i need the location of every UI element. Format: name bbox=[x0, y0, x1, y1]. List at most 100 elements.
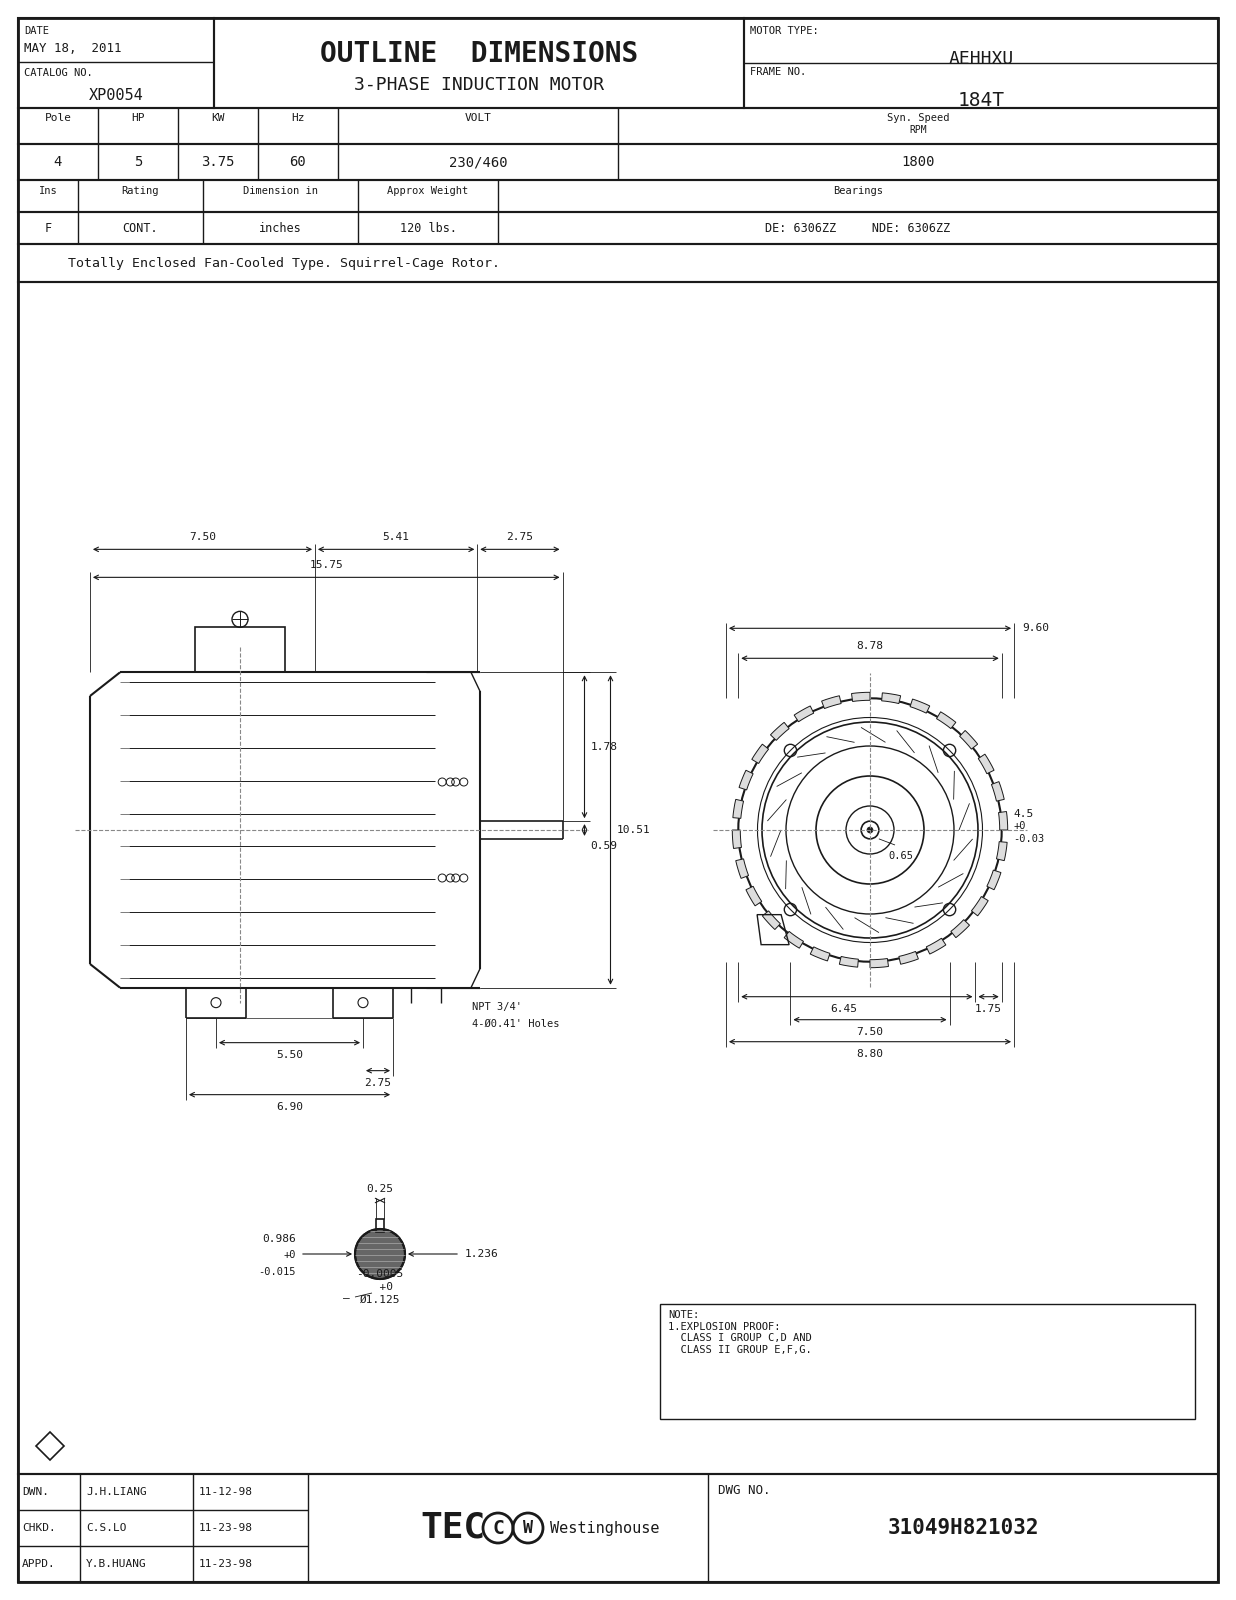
Text: 2.75: 2.75 bbox=[365, 1078, 392, 1088]
Text: 60: 60 bbox=[289, 155, 307, 170]
Text: Dimension in: Dimension in bbox=[243, 186, 318, 195]
Text: CONT.: CONT. bbox=[122, 221, 158, 235]
Wedge shape bbox=[852, 693, 870, 701]
Wedge shape bbox=[950, 920, 969, 938]
Text: DWN.: DWN. bbox=[22, 1486, 49, 1498]
Text: 0.986: 0.986 bbox=[262, 1234, 295, 1245]
Wedge shape bbox=[751, 744, 769, 763]
Text: 4-Ø0.41' Holes: 4-Ø0.41' Holes bbox=[472, 1019, 560, 1029]
Text: Y.B.HUANG: Y.B.HUANG bbox=[87, 1558, 147, 1570]
Wedge shape bbox=[770, 722, 789, 741]
Bar bbox=[744, 18, 1217, 109]
Text: 184T: 184T bbox=[958, 91, 1005, 110]
Wedge shape bbox=[784, 931, 803, 949]
Bar bbox=[195, 627, 286, 672]
Text: KW: KW bbox=[211, 114, 225, 123]
Text: 1.78: 1.78 bbox=[591, 742, 618, 752]
Text: 4: 4 bbox=[54, 155, 62, 170]
Text: 9.60: 9.60 bbox=[1022, 624, 1049, 634]
Wedge shape bbox=[763, 910, 780, 930]
Text: —: — bbox=[344, 1293, 350, 1302]
Text: MOTOR TYPE:: MOTOR TYPE: bbox=[750, 26, 818, 35]
Text: 0.25: 0.25 bbox=[367, 1184, 393, 1194]
Text: 1800: 1800 bbox=[901, 155, 934, 170]
Text: HP: HP bbox=[131, 114, 145, 123]
Wedge shape bbox=[822, 696, 842, 709]
Text: NPT 3/4': NPT 3/4' bbox=[472, 1002, 523, 1011]
Wedge shape bbox=[991, 782, 1004, 802]
Text: 230/460: 230/460 bbox=[449, 155, 507, 170]
Text: CATALOG NO.: CATALOG NO. bbox=[23, 67, 93, 78]
Wedge shape bbox=[999, 811, 1007, 830]
Wedge shape bbox=[732, 830, 742, 848]
Text: -0.015: -0.015 bbox=[258, 1267, 295, 1277]
Text: -0.0005: -0.0005 bbox=[356, 1269, 404, 1278]
Text: 1.75: 1.75 bbox=[975, 1003, 1002, 1014]
Text: 6.90: 6.90 bbox=[276, 1102, 303, 1112]
Wedge shape bbox=[870, 958, 889, 968]
Text: AEHHXU: AEHHXU bbox=[948, 50, 1014, 67]
Text: 120 lbs.: 120 lbs. bbox=[399, 221, 456, 235]
Text: MAY 18,  2011: MAY 18, 2011 bbox=[23, 42, 121, 54]
Text: 0.59: 0.59 bbox=[591, 842, 618, 851]
Bar bbox=[214, 18, 744, 109]
Text: 3.75: 3.75 bbox=[201, 155, 235, 170]
Wedge shape bbox=[971, 896, 989, 915]
Text: CHKD.: CHKD. bbox=[22, 1523, 56, 1533]
Text: NOTE:
1.EXPLOSION PROOF:
  CLASS I GROUP C,D AND
  CLASS II GROUP E,F,G.: NOTE: 1.EXPLOSION PROOF: CLASS I GROUP C… bbox=[667, 1310, 812, 1355]
Wedge shape bbox=[747, 886, 761, 906]
Text: VOLT: VOLT bbox=[465, 114, 492, 123]
Text: -0.03: -0.03 bbox=[1014, 834, 1044, 845]
Text: RPM: RPM bbox=[910, 125, 927, 134]
Wedge shape bbox=[811, 947, 829, 962]
Text: 8.78: 8.78 bbox=[857, 642, 884, 651]
Bar bbox=[19, 211, 1217, 243]
Text: 11-12-98: 11-12-98 bbox=[199, 1486, 253, 1498]
Text: W: W bbox=[523, 1518, 533, 1538]
Text: Approx Weight: Approx Weight bbox=[387, 186, 468, 195]
Text: Rating: Rating bbox=[122, 186, 159, 195]
Wedge shape bbox=[996, 842, 1007, 861]
Text: 11-23-98: 11-23-98 bbox=[199, 1558, 253, 1570]
Text: 10.51: 10.51 bbox=[617, 826, 650, 835]
Wedge shape bbox=[881, 693, 901, 704]
Text: inches: inches bbox=[260, 221, 302, 235]
Bar bbox=[19, 282, 1217, 1474]
Text: +0: +0 bbox=[283, 1250, 295, 1261]
Text: F: F bbox=[44, 221, 52, 235]
Bar bbox=[19, 144, 1217, 179]
Text: DATE: DATE bbox=[23, 26, 49, 35]
Text: 1.236: 1.236 bbox=[465, 1250, 499, 1259]
Wedge shape bbox=[986, 870, 1001, 890]
Bar bbox=[19, 1474, 1217, 1582]
Wedge shape bbox=[735, 859, 749, 878]
Text: +0: +0 bbox=[1014, 821, 1026, 830]
Wedge shape bbox=[910, 699, 929, 714]
Circle shape bbox=[866, 827, 873, 834]
Circle shape bbox=[355, 1229, 405, 1278]
Text: APPD.: APPD. bbox=[22, 1558, 56, 1570]
Text: XP0054: XP0054 bbox=[89, 88, 143, 102]
Text: 2.75: 2.75 bbox=[507, 533, 534, 542]
Text: +0: +0 bbox=[367, 1282, 393, 1293]
Text: 4.5: 4.5 bbox=[1014, 810, 1035, 819]
Bar bbox=[19, 179, 1217, 211]
Bar bbox=[19, 18, 214, 109]
Text: J.H.LIANG: J.H.LIANG bbox=[87, 1486, 147, 1498]
Text: Totally Enclosed Fan-Cooled Type. Squirrel-Cage Rotor.: Totally Enclosed Fan-Cooled Type. Squirr… bbox=[68, 256, 501, 269]
Text: 0.65: 0.65 bbox=[887, 851, 913, 861]
Text: 15.75: 15.75 bbox=[309, 560, 344, 570]
Text: C.S.LO: C.S.LO bbox=[87, 1523, 126, 1533]
Wedge shape bbox=[978, 754, 994, 774]
Wedge shape bbox=[899, 952, 918, 965]
Text: 7.50: 7.50 bbox=[857, 1027, 884, 1037]
Text: 8.80: 8.80 bbox=[857, 1048, 884, 1059]
Wedge shape bbox=[839, 957, 858, 966]
Text: DWG NO.: DWG NO. bbox=[718, 1485, 770, 1498]
Wedge shape bbox=[937, 712, 955, 728]
Text: OUTLINE  DIMENSIONS: OUTLINE DIMENSIONS bbox=[320, 40, 638, 67]
Text: 7.50: 7.50 bbox=[189, 533, 216, 542]
Text: Pole: Pole bbox=[44, 114, 72, 123]
Text: Hz: Hz bbox=[292, 114, 305, 123]
Wedge shape bbox=[926, 938, 946, 954]
